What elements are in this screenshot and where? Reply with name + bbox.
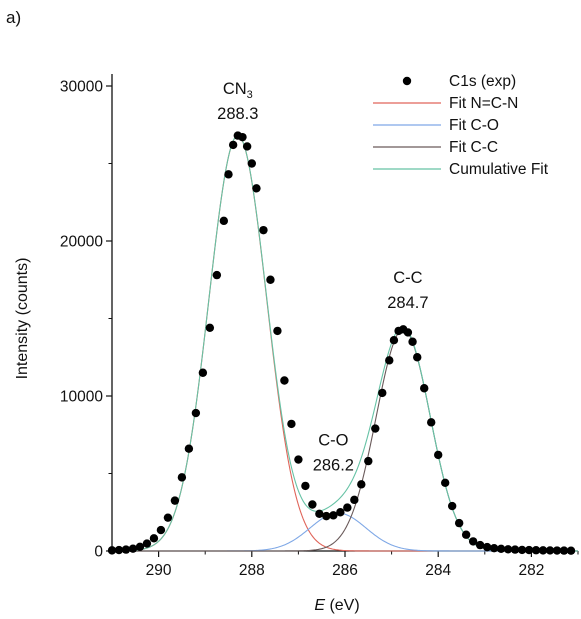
exp-point <box>403 328 413 337</box>
x-tick-label: 284 <box>425 562 451 579</box>
exp-point <box>242 142 252 151</box>
legend-item-exp-marker <box>402 76 412 86</box>
exp-point <box>496 544 506 554</box>
exp-point <box>531 546 541 555</box>
exp-point <box>559 546 569 555</box>
exp-point <box>454 518 464 528</box>
annotation-co-label: C-O <box>318 432 348 450</box>
exp-point <box>385 356 394 365</box>
x-tick-label: 286 <box>332 562 358 579</box>
exp-point <box>114 545 124 555</box>
y-axis-label: Intensity (counts) <box>14 258 31 380</box>
y-tick-label: 0 <box>94 544 103 561</box>
exp-point <box>447 501 457 511</box>
x-axis-label: E (eV) <box>314 597 359 614</box>
exp-point <box>128 544 138 553</box>
exp-point <box>510 545 520 554</box>
legend-item-fit-ncn-label: Fit N=C-N <box>449 95 518 112</box>
y-tick-label: 10000 <box>60 389 103 406</box>
exp-point <box>545 546 555 555</box>
exp-point <box>566 546 576 555</box>
legend-item-exp-label: C1s (exp) <box>449 73 516 90</box>
x-tick-label: 288 <box>239 562 265 579</box>
exp-point <box>538 546 548 555</box>
exp-point <box>482 542 492 552</box>
exp-point <box>336 508 345 517</box>
exp-point <box>350 495 359 505</box>
legend-item-fit-cc-label: Fit C-C <box>449 139 498 156</box>
exp-point <box>427 418 436 427</box>
exp-point <box>461 530 471 539</box>
exp-point <box>228 140 238 150</box>
exp-point <box>149 534 159 543</box>
exp-point <box>142 539 152 548</box>
y-tick-label: 20000 <box>60 234 103 251</box>
axes: 290 288 286 284 282 0 10000 20000 30000 E (eV) Int… <box>14 74 579 614</box>
exp-point <box>475 540 485 550</box>
exp-point <box>315 509 324 518</box>
legend-item-cumulative-label: Cumulative Fit <box>449 161 549 178</box>
exp-point <box>280 376 289 385</box>
exp-point <box>413 353 422 362</box>
exp-point <box>224 170 233 179</box>
panel-label: a) <box>6 8 22 27</box>
exp-point <box>389 336 399 345</box>
annotation-cn3-value: 288.3 <box>217 105 258 123</box>
exp-point <box>247 159 256 168</box>
exp-point <box>219 216 229 226</box>
exp-point <box>301 481 310 491</box>
exp-point <box>524 545 534 555</box>
exp-point <box>434 450 443 460</box>
exp-point <box>294 455 303 464</box>
exp-point <box>357 480 366 489</box>
exp-point <box>177 473 187 482</box>
exp-point <box>287 419 296 429</box>
x-tick-label: 290 <box>146 562 172 579</box>
exp-point <box>378 388 387 398</box>
x-tick-label: 282 <box>518 562 544 579</box>
legend-item-fit-co-label: Fit C-O <box>449 117 499 134</box>
annotation-cc-value: 284.7 <box>387 294 428 312</box>
exp-point <box>121 545 131 554</box>
exp-point <box>135 542 145 552</box>
exp-point <box>107 546 117 555</box>
exp-point <box>273 326 282 336</box>
exp-point <box>552 546 562 555</box>
annotation-co-value: 286.2 <box>313 457 354 475</box>
annotations: CN3 288.3 C-O 286.2 C-C 284.7 <box>217 80 428 475</box>
exp-point <box>440 478 450 487</box>
exp-point <box>259 225 268 235</box>
exp-point <box>184 444 194 453</box>
exp-point <box>170 496 180 505</box>
exp-point <box>329 511 338 520</box>
exp-point <box>238 132 247 142</box>
exp-point <box>191 408 201 418</box>
exp-point <box>468 537 478 546</box>
legend: C1s (exp) Fit N=C-N Fit C-O Fit C-C Cumulati… <box>373 73 549 178</box>
exp-point <box>343 503 352 512</box>
exp-point <box>371 424 380 433</box>
exp-point <box>503 545 513 554</box>
annotation-cn3-label: CN3 <box>223 80 253 101</box>
exp-point <box>517 545 527 555</box>
y-tick-label: 30000 <box>60 79 103 96</box>
annotation-cc-label: C-C <box>393 269 422 287</box>
exp-point <box>198 368 208 377</box>
fit-curves <box>111 134 578 552</box>
exp-point <box>156 525 166 535</box>
exp-points <box>107 131 576 555</box>
exp-point <box>163 513 173 522</box>
exp-point <box>308 500 317 509</box>
exp-point <box>420 384 429 393</box>
curve-cumulative <box>111 134 578 552</box>
exp-point <box>322 511 331 521</box>
exp-point <box>408 337 417 346</box>
exp-point <box>252 184 261 193</box>
exp-point <box>212 270 222 280</box>
exp-point <box>266 275 275 284</box>
exp-point <box>205 323 215 332</box>
exp-point <box>364 456 373 466</box>
exp-point <box>489 544 499 553</box>
